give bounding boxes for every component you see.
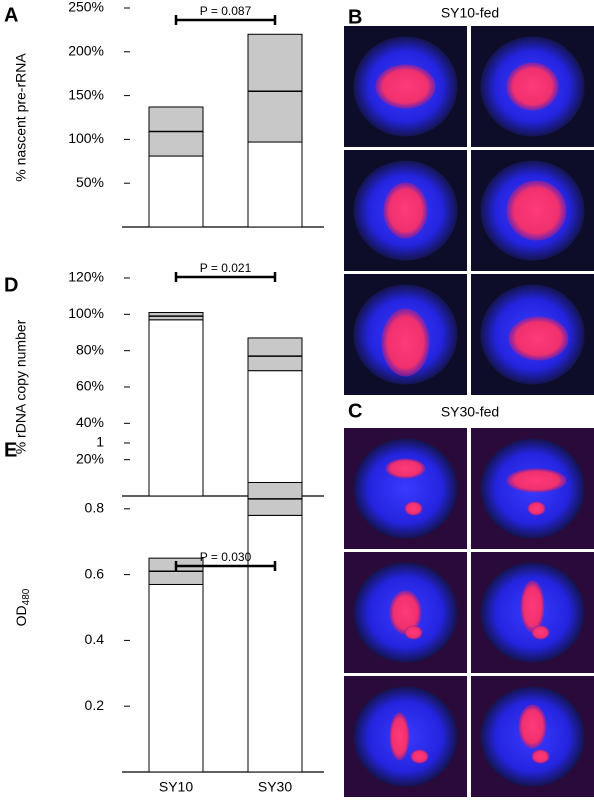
bar [247, 514, 303, 773]
panel-label: E [4, 439, 17, 461]
nucleolus [381, 308, 430, 377]
nucleolus [506, 180, 567, 241]
micrograph-title: SY30-fed [441, 404, 499, 420]
nucleolus [404, 625, 423, 640]
y-tick-label: 150% [68, 86, 104, 102]
nucleolus [404, 501, 423, 516]
y-axis-label: OD480 [13, 588, 32, 626]
bar [148, 583, 204, 773]
nucleus [353, 438, 458, 539]
y-axis-label: % rDNA copy number [13, 319, 29, 454]
bar [148, 319, 204, 497]
bar [247, 141, 303, 228]
y-axis-label-main: OD [13, 605, 29, 626]
y-tick-label: 20% [76, 450, 104, 466]
nucleolus [520, 580, 545, 633]
y-tick-label: 0.4 [85, 631, 105, 647]
range-band [247, 33, 303, 143]
nucleolus [527, 501, 546, 516]
y-axis-label: % nascent pre-rRNA [13, 53, 29, 182]
y-tick-label: 120% [68, 269, 104, 285]
y-tick-label: 0.8 [85, 500, 105, 516]
nucleolus [506, 468, 567, 493]
y-tick-label: 60% [76, 378, 104, 394]
range-band [247, 337, 303, 372]
nucleolus [506, 62, 559, 111]
panel-label: B [348, 6, 362, 28]
y-tick-label: 0.6 [85, 565, 105, 581]
y-axis-label-sub: 480 [21, 588, 32, 605]
y-tick-label: 40% [76, 414, 104, 430]
nucleolus [375, 64, 436, 109]
nucleolus [531, 625, 550, 640]
nucleolus [518, 704, 547, 749]
y-tick-label: 80% [76, 341, 104, 357]
panel-label: C [348, 400, 362, 422]
p-value: P = 0.087 [200, 4, 252, 18]
p-value: P = 0.021 [200, 261, 252, 275]
micrographs: B SY10-fed C SY30-fed [344, 5, 594, 797]
y-tick-label: 0.2 [85, 697, 105, 713]
y-tick-label: 100% [68, 305, 104, 321]
y-tick-label: 50% [76, 174, 104, 190]
significance-bracket [174, 272, 277, 282]
nucleolus [531, 749, 550, 764]
nucleolus [383, 182, 428, 239]
p-value: P = 0.030 [200, 550, 252, 564]
charts: A % nascent pre-rRNA 50% 100% 150% 200% 250% P … [4, 0, 324, 795]
bar [148, 155, 204, 228]
significance-bracket [174, 15, 277, 25]
x-tick-label: SY30 [258, 779, 292, 795]
x-tick-label: SY10 [159, 779, 193, 795]
nucleolus [508, 316, 569, 361]
y-tick-label: 1 [96, 434, 104, 450]
nucleolus [385, 458, 426, 479]
y-tick-label: 100% [68, 130, 104, 146]
bar [247, 370, 303, 497]
micrograph-title: SY10-fed [441, 5, 499, 21]
nucleolus [389, 712, 410, 761]
nucleolus [389, 590, 422, 635]
nucleolus [410, 749, 429, 764]
y-tick-label: 250% [68, 0, 104, 15]
panel-label: D [4, 274, 18, 296]
y-tick-label: 200% [68, 43, 104, 59]
significance-bracket [174, 561, 277, 571]
panel-label: A [4, 4, 18, 26]
